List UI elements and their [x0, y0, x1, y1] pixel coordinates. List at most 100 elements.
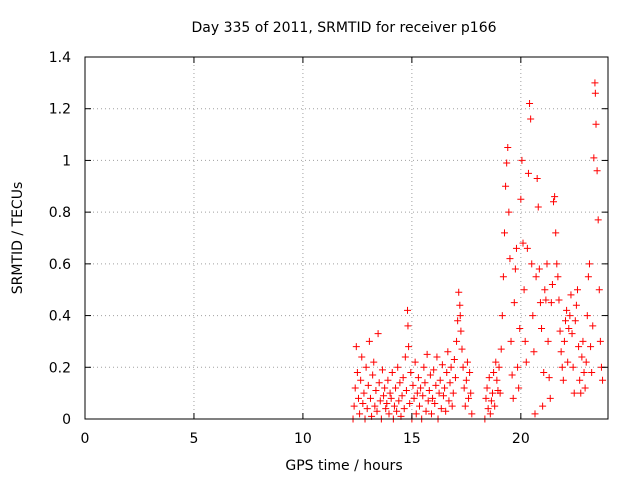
data-point — [592, 120, 600, 128]
data-point — [356, 410, 364, 418]
data-point — [358, 353, 366, 361]
grid-lines — [85, 57, 608, 419]
data-point — [427, 410, 435, 418]
data-point — [462, 376, 470, 384]
data-point — [559, 376, 567, 384]
data-point — [369, 371, 377, 379]
data-point — [565, 325, 573, 332]
data-point — [424, 397, 432, 405]
data-point — [485, 374, 493, 382]
data-point — [388, 368, 396, 376]
data-point — [520, 286, 528, 294]
data-point — [590, 154, 598, 162]
data-point — [505, 208, 513, 216]
data-point — [578, 353, 586, 361]
data-point — [533, 175, 541, 183]
data-point — [362, 363, 370, 371]
data-point — [364, 381, 372, 389]
data-point — [483, 384, 491, 392]
data-point — [450, 356, 458, 364]
data-point — [374, 330, 382, 338]
data-point — [589, 322, 597, 330]
y-tick-label: 1.2 — [49, 102, 71, 118]
data-point — [572, 301, 580, 309]
data-point — [401, 353, 409, 361]
data-point — [437, 405, 445, 413]
data-point — [467, 389, 475, 397]
y-tick-label: 1 — [62, 153, 71, 169]
data-point — [527, 115, 535, 123]
data-point — [557, 348, 565, 356]
data-point — [512, 244, 520, 252]
data-point — [539, 402, 547, 410]
data-point — [417, 384, 425, 392]
data-point — [558, 363, 566, 371]
data-point — [409, 381, 417, 389]
data-point — [430, 366, 438, 374]
data-point — [511, 265, 519, 273]
y-tick-label: 0.4 — [49, 309, 71, 325]
data-point — [499, 273, 507, 281]
y-tick-label: 0.8 — [49, 205, 71, 221]
data-point — [426, 371, 434, 379]
data-point — [577, 389, 585, 397]
data-point — [384, 376, 392, 384]
data-point — [431, 399, 439, 407]
data-point — [570, 389, 578, 397]
data-point — [599, 376, 607, 384]
data-point — [456, 301, 464, 309]
data-point — [365, 337, 373, 345]
data-point — [370, 358, 378, 366]
data-point — [509, 394, 517, 402]
data-point — [486, 410, 494, 418]
data-point — [489, 389, 497, 397]
data-point — [357, 376, 365, 384]
data-point — [446, 379, 454, 387]
data-point — [350, 402, 358, 410]
data-point — [555, 296, 563, 304]
data-point — [406, 399, 414, 407]
data-point — [591, 79, 599, 87]
data-point — [433, 353, 441, 361]
data-point — [521, 337, 529, 345]
data-point — [410, 394, 418, 402]
data-point — [588, 368, 596, 376]
data-point — [522, 358, 530, 366]
data-point — [506, 255, 514, 263]
data-point — [405, 343, 413, 351]
data-point — [516, 325, 524, 332]
data-point — [500, 229, 508, 237]
data-point — [454, 317, 462, 325]
x-tick-label: 20 — [512, 431, 530, 447]
data-point — [396, 379, 404, 387]
data-point — [482, 394, 490, 402]
data-point — [550, 198, 558, 206]
data-point — [487, 397, 495, 405]
x-tick-labels: 0 5 10 15 20 — [81, 431, 530, 447]
data-point — [381, 384, 389, 392]
data-point — [456, 312, 464, 320]
data-point — [526, 100, 534, 108]
data-point — [443, 368, 451, 376]
data-point — [372, 387, 380, 395]
data-point — [594, 216, 602, 224]
data-point — [579, 337, 587, 345]
data-point — [423, 350, 431, 358]
data-point — [402, 387, 410, 395]
data-point — [562, 317, 570, 325]
data-point — [453, 337, 461, 345]
data-point — [585, 260, 593, 268]
data-point — [493, 376, 501, 384]
data-point — [460, 384, 468, 392]
y-tick-labels: 0 0.2 0.4 0.6 0.8 1 1.2 1.4 — [49, 50, 71, 428]
data-point — [383, 399, 391, 407]
data-point — [399, 374, 407, 382]
data-point — [387, 394, 395, 402]
x-tick-label: 10 — [294, 431, 312, 447]
data-point — [392, 384, 400, 392]
data-point — [595, 286, 603, 294]
data-point — [583, 312, 591, 320]
data-point — [518, 156, 526, 164]
data-point — [449, 389, 457, 397]
